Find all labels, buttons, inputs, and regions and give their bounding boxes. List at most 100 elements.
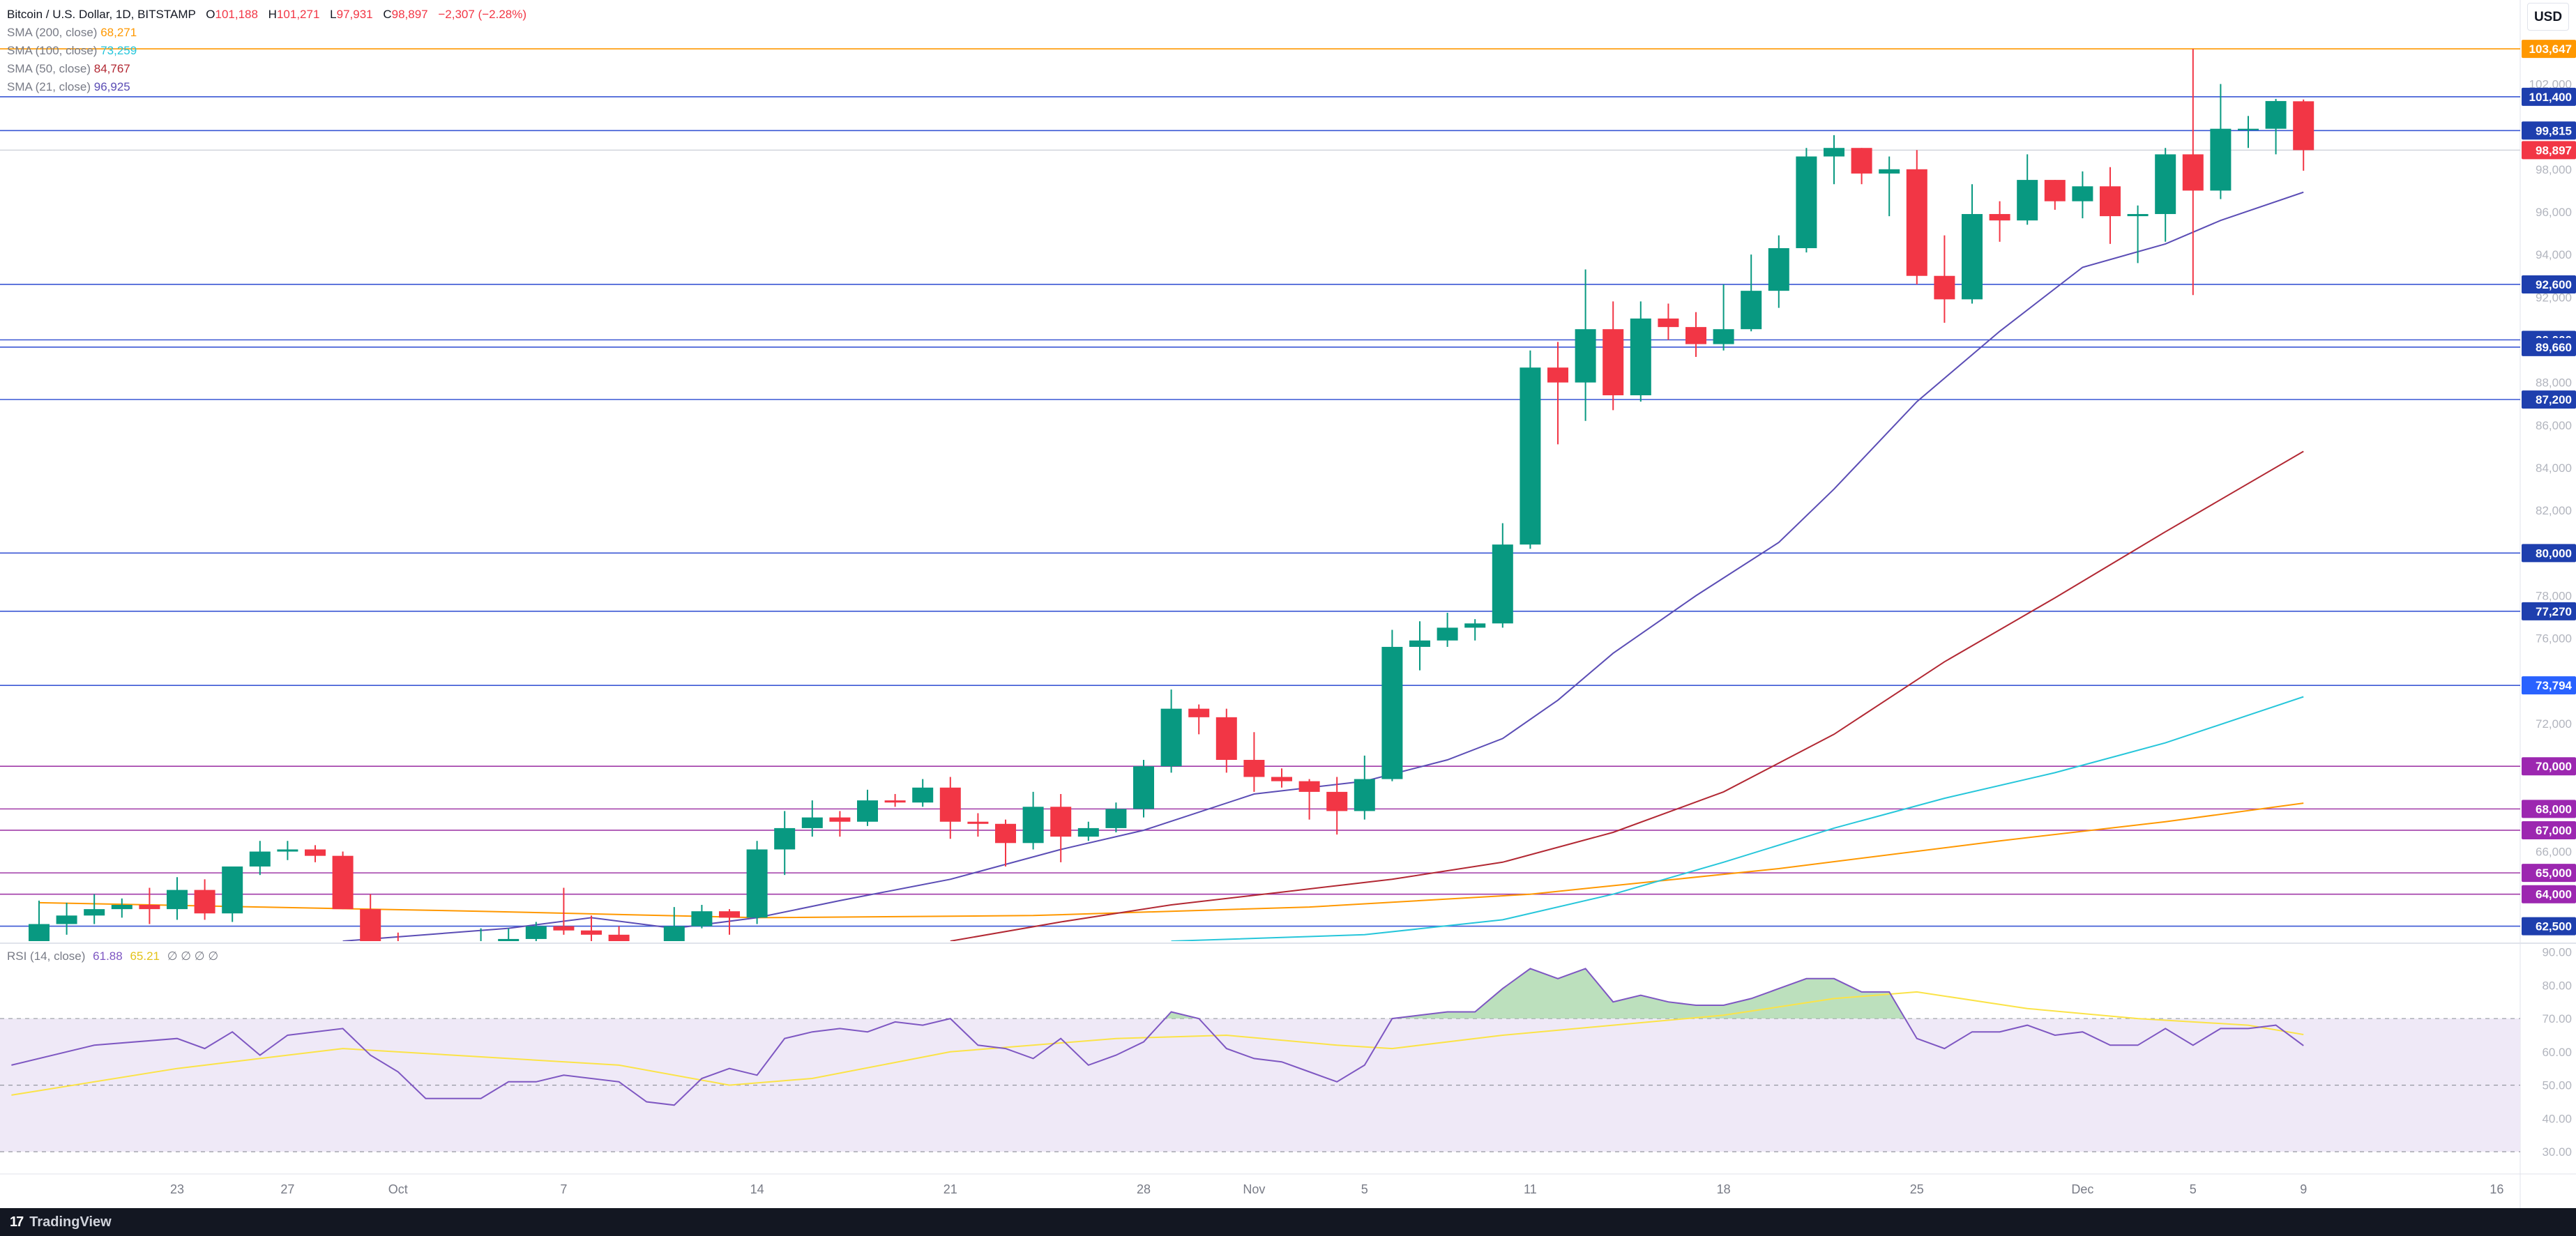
- sma100-line: [1171, 696, 2304, 941]
- candle-body: [719, 911, 740, 918]
- level-label-bg: [2522, 544, 2576, 563]
- tradingview-logo-icon: 17: [10, 1214, 24, 1230]
- candle-body: [2044, 180, 2066, 201]
- candle: [1741, 254, 1762, 332]
- candle-body: [249, 851, 271, 867]
- candle: [332, 851, 354, 910]
- candle: [1022, 791, 1044, 850]
- candle: [1685, 312, 1706, 357]
- time-tick-label: 16: [2490, 1182, 2503, 1196]
- candle: [2238, 116, 2259, 148]
- level-price-label: 70,000: [2522, 757, 2576, 776]
- rsi-legend[interactable]: RSI (14, close) 61.88 65.21 ∅ ∅ ∅ ∅: [7, 949, 218, 963]
- level-label-bg: [2522, 40, 2576, 59]
- time-tick-label: 18: [1717, 1182, 1731, 1196]
- candle: [884, 793, 906, 807]
- candle: [1603, 301, 1624, 411]
- indicator-label: SMA (21, close): [7, 80, 91, 93]
- candle-body: [1851, 148, 1872, 174]
- time-tick-label: 21: [944, 1182, 957, 1196]
- price-chart[interactable]: 64,00066,00068,00070,00072,00074,00076,0…: [0, 0, 2576, 1208]
- indicator-row-sma21[interactable]: SMA (21, close) 96,925: [7, 78, 526, 96]
- low-label: L: [330, 8, 337, 21]
- price-tick-label: 102,000: [2529, 77, 2572, 91]
- price-tick-label: 98,000: [2536, 163, 2572, 176]
- candle: [2100, 167, 2121, 244]
- candle: [525, 922, 547, 941]
- ohlc-row: Bitcoin / U.S. Dollar, 1D, BITSTAMP O101…: [7, 6, 526, 24]
- candle: [1215, 708, 1237, 773]
- candle-body: [1658, 318, 1679, 328]
- candle-body: [1105, 809, 1127, 828]
- candle-body: [1215, 717, 1237, 761]
- level-price-label: 98,897: [2522, 141, 2576, 160]
- candle-body: [967, 821, 989, 824]
- candle: [1437, 612, 1458, 647]
- candle-body: [2127, 214, 2149, 217]
- level-label-bg: [2522, 885, 2576, 903]
- candle-body: [332, 855, 354, 910]
- price-tick-label: 96,000: [2536, 206, 2572, 219]
- candle-body: [829, 817, 851, 822]
- candle-body: [1741, 291, 1762, 330]
- indicator-row-sma100[interactable]: SMA (100, close) 73,259: [7, 42, 526, 60]
- chart-background: [0, 0, 2576, 1208]
- candle-body: [2238, 128, 2259, 130]
- candle-body: [1160, 708, 1182, 767]
- candle: [1381, 630, 1403, 781]
- brand-name: TradingView: [29, 1214, 112, 1230]
- level-price-label: 73,794: [2522, 676, 2576, 695]
- time-tick-label: 5: [2190, 1182, 2197, 1196]
- indicator-value: 84,767: [93, 62, 130, 75]
- level-label-text: 80,000: [2536, 547, 2572, 560]
- candle: [2265, 98, 2287, 155]
- candle-body: [608, 934, 630, 941]
- candle-body: [1492, 544, 1513, 624]
- candle-body: [2100, 186, 2121, 217]
- low-value: 97,931: [336, 8, 373, 21]
- level-label-bg: [2522, 602, 2576, 620]
- level-price-label: 87,200: [2522, 390, 2576, 409]
- candle: [2017, 154, 2038, 225]
- candle-body: [2293, 101, 2314, 151]
- rsi-tick-label: 90.00: [2542, 946, 2572, 959]
- candle: [222, 866, 243, 922]
- candle-body: [939, 787, 961, 822]
- time-tick-label: 9: [2300, 1182, 2307, 1196]
- candle: [56, 902, 77, 935]
- candle: [480, 928, 482, 941]
- price-tick-label: 94,000: [2536, 248, 2572, 261]
- candle-body: [1575, 329, 1596, 383]
- brand[interactable]: 17 TradingView: [10, 1214, 112, 1230]
- candle-body: [884, 800, 906, 803]
- time-tick-label: 14: [750, 1182, 764, 1196]
- indicator-row-sma200[interactable]: SMA (200, close) 68,271: [7, 24, 526, 42]
- candle: [1409, 621, 1430, 671]
- level-label-text: 62,500: [2536, 920, 2572, 933]
- candle: [1658, 303, 1679, 340]
- level-label-text: 77,270: [2536, 605, 2572, 618]
- indicator-value: 68,271: [100, 26, 137, 39]
- price-tick-label: 86,000: [2536, 419, 2572, 432]
- price-tick-label: 78,000: [2536, 590, 2572, 603]
- candle-body: [1713, 329, 1734, 344]
- candle: [1298, 779, 1320, 820]
- candle: [1077, 821, 1099, 841]
- candle-body: [801, 817, 823, 828]
- chart-legend: Bitcoin / U.S. Dollar, 1D, BITSTAMP O101…: [7, 6, 526, 96]
- rsi-ma-line: [11, 991, 2304, 1096]
- indicator-label: SMA (100, close): [7, 44, 98, 57]
- indicator-row-sma50[interactable]: SMA (50, close) 84,767: [7, 60, 526, 78]
- candle: [1188, 704, 1210, 735]
- rsi-tick-label: 80.00: [2542, 979, 2572, 992]
- time-tick-label: Nov: [1243, 1182, 1265, 1196]
- candle-body: [1685, 327, 1706, 344]
- candle-body: [1243, 760, 1265, 777]
- candle: [1547, 342, 1568, 445]
- candle: [1271, 768, 1292, 788]
- indicator-label: SMA (200, close): [7, 26, 98, 39]
- candle: [1105, 802, 1127, 833]
- candle-body: [277, 849, 298, 852]
- currency-button[interactable]: USD: [2527, 3, 2569, 31]
